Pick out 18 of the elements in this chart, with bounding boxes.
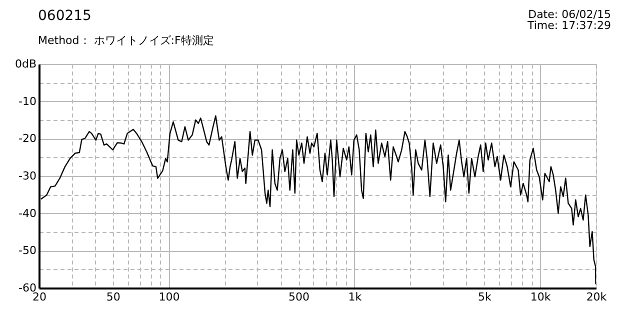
y-tick-label: -50 (18, 244, 36, 258)
x-tick-label: 50 (106, 290, 120, 304)
chart-subtitle: Method： ホワイトノイズ:F特測定 (38, 34, 214, 47)
x-tick-label: 10k (530, 290, 552, 304)
text: Time: 17:37:29 (526, 19, 611, 32)
x-tick-label: 20k (586, 290, 608, 304)
x-tick-label: 20 (32, 290, 46, 304)
x-tick-label: 1k (348, 290, 362, 304)
text: Date: 06/02/15 (528, 8, 611, 21)
x-tick-label: 100 (158, 290, 180, 304)
chart-title: 060215 (38, 8, 92, 24)
y-tick-label: -30 (18, 170, 36, 182)
y-tick-label: -40 (18, 206, 36, 220)
y-tick-label: 0dB (14, 58, 36, 70)
x-tick-label: 500 (288, 290, 310, 304)
x-tick-label: 5k (478, 290, 492, 304)
y-tick-label: -20 (18, 132, 36, 146)
y-tick-label: -10 (18, 94, 36, 108)
